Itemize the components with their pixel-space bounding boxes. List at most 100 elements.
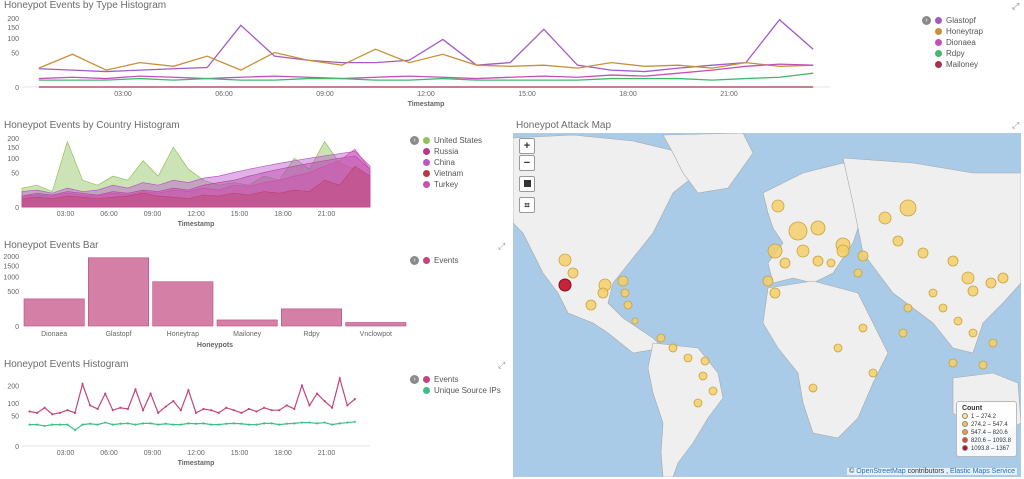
crop-button[interactable]: ⌗ <box>519 197 535 213</box>
series-point <box>111 423 114 426</box>
osm-link[interactable]: OpenStreetMap <box>856 468 906 475</box>
attack-bubble <box>767 243 783 259</box>
legend-item[interactable]: Rdpy <box>935 49 983 60</box>
series-line <box>38 48 814 71</box>
series-point <box>187 389 190 392</box>
series-point <box>73 411 77 414</box>
series-point <box>164 405 167 408</box>
y-tick-label: 0 <box>15 205 19 212</box>
legend-item[interactable]: Mailoney <box>935 60 983 71</box>
series-point <box>300 421 304 424</box>
x-tick-label: 09:00 <box>316 91 334 98</box>
attack-bubble <box>899 199 917 217</box>
series-point <box>202 422 205 425</box>
series-point <box>331 406 334 409</box>
attack-bubble <box>620 288 630 298</box>
attack-map[interactable]: + − ⌗ Count 1 – 274.2 274.2 – 547.4 547.4 … <box>513 133 1021 477</box>
legend-toggle-icon[interactable]: › <box>922 16 931 25</box>
legend-label: Russia <box>434 147 459 156</box>
legend-swatch-icon <box>961 421 968 427</box>
expand-icon[interactable]: ⤢ <box>1012 1 1020 11</box>
legend-label: Events <box>434 375 459 384</box>
events-bar-legend: › Events <box>410 256 458 267</box>
series-point <box>247 407 251 411</box>
attack-bubble <box>698 371 708 381</box>
greenland-land <box>662 133 754 194</box>
x-tick-label: 03:00 <box>57 450 75 457</box>
series-point <box>262 406 266 409</box>
y-tick-label: 500 <box>7 289 19 296</box>
legend-item[interactable]: Russia <box>423 147 482 158</box>
legend-item[interactable]: United States <box>423 136 482 147</box>
expand-icon[interactable]: ⤢ <box>1012 1 1020 11</box>
series-line <box>29 376 356 415</box>
panel-title: Honeypot Events Bar <box>4 240 99 251</box>
legend-toggle-icon[interactable]: › <box>410 136 419 145</box>
series-point <box>88 422 92 425</box>
x-tick-label: Rdpy <box>303 331 320 338</box>
country-histogram-panel: Honeypot Events by Country Histogram 0 50… <box>0 120 500 235</box>
expand-icon[interactable]: ⤢ <box>498 241 506 251</box>
series-point <box>232 409 235 412</box>
legend-label: China <box>434 158 455 167</box>
y-tick-label: 2000 <box>3 254 19 261</box>
series-point <box>346 421 349 424</box>
map-legend-item: 820.6 – 1093.8 <box>961 437 1011 445</box>
series-point <box>210 409 213 412</box>
legend-toggle-icon[interactable]: › <box>410 256 419 265</box>
y-tick-label: 150 <box>7 25 19 32</box>
x-tick-label: Dionaea <box>41 331 67 338</box>
series-point <box>104 392 107 395</box>
series-point <box>255 410 258 413</box>
y-tick-label: 200 <box>7 136 19 143</box>
bar-dionaea <box>23 298 85 327</box>
legend-toggle-icon[interactable]: › <box>410 375 419 384</box>
draw-rectangle-button[interactable] <box>519 176 535 192</box>
series-area <box>21 150 371 208</box>
legend-label: Dionaea <box>946 38 976 47</box>
events-histogram-chart: 0 50 100 200 03:00 06:00 09:00 12:00 15:00 18:00 2… <box>7 376 370 467</box>
x-tick-label: 21:00 <box>318 211 336 218</box>
legend-item[interactable]: Events <box>423 375 501 386</box>
type-histogram-panel: Honeypot Events by Type Histogram ⤢ 0 50 1… <box>0 0 1019 115</box>
x-tick-label: 09:00 <box>144 450 162 457</box>
series-point <box>28 423 31 426</box>
legend-item[interactable]: Unique Source IPs <box>423 386 501 397</box>
x-tick-label: Glastopf <box>105 331 131 338</box>
series-point <box>111 409 114 412</box>
world-map[interactable] <box>513 133 1021 477</box>
africa-land <box>762 280 889 439</box>
x-tick-label: 12:00 <box>187 211 205 218</box>
legend-item[interactable]: Honeytrap <box>935 27 983 38</box>
legend-item[interactable]: Glastopf <box>935 16 983 27</box>
zoom-out-button[interactable]: − <box>519 155 535 171</box>
attack-bubble <box>985 277 997 289</box>
attack-bubble <box>928 288 938 298</box>
expand-icon[interactable]: ⤢ <box>1012 120 1020 130</box>
series-point <box>58 411 61 414</box>
legend-item[interactable]: China <box>423 158 482 169</box>
series-point <box>255 423 258 426</box>
x-tick-label: Vnclowpot <box>360 331 392 338</box>
legend-item[interactable]: Events <box>423 256 458 267</box>
legend-item[interactable]: Turkey <box>423 180 482 191</box>
series-point <box>172 400 175 403</box>
series-point <box>217 423 220 426</box>
ems-link[interactable]: Elastic Maps Service <box>950 468 1015 475</box>
attack-bubble <box>892 235 904 247</box>
legend-item[interactable]: Dionaea <box>935 38 983 49</box>
legend-item[interactable]: Vietnam <box>423 169 482 180</box>
series-point <box>308 404 311 407</box>
expand-icon[interactable]: ⤢ <box>498 360 506 370</box>
square-icon <box>523 180 531 187</box>
y-tick-label: 0 <box>15 324 19 331</box>
attack-bubble <box>903 303 913 313</box>
attack-bubble <box>826 258 836 268</box>
legend-swatch-icon <box>961 445 968 451</box>
series-point <box>323 400 326 403</box>
attack-bubble <box>938 303 948 313</box>
zoom-in-button[interactable]: + <box>519 138 535 154</box>
panel-title: Honeypot Events by Type Histogram <box>4 0 167 11</box>
x-axis-title: Honeypots <box>197 342 233 349</box>
series-point <box>331 423 334 426</box>
